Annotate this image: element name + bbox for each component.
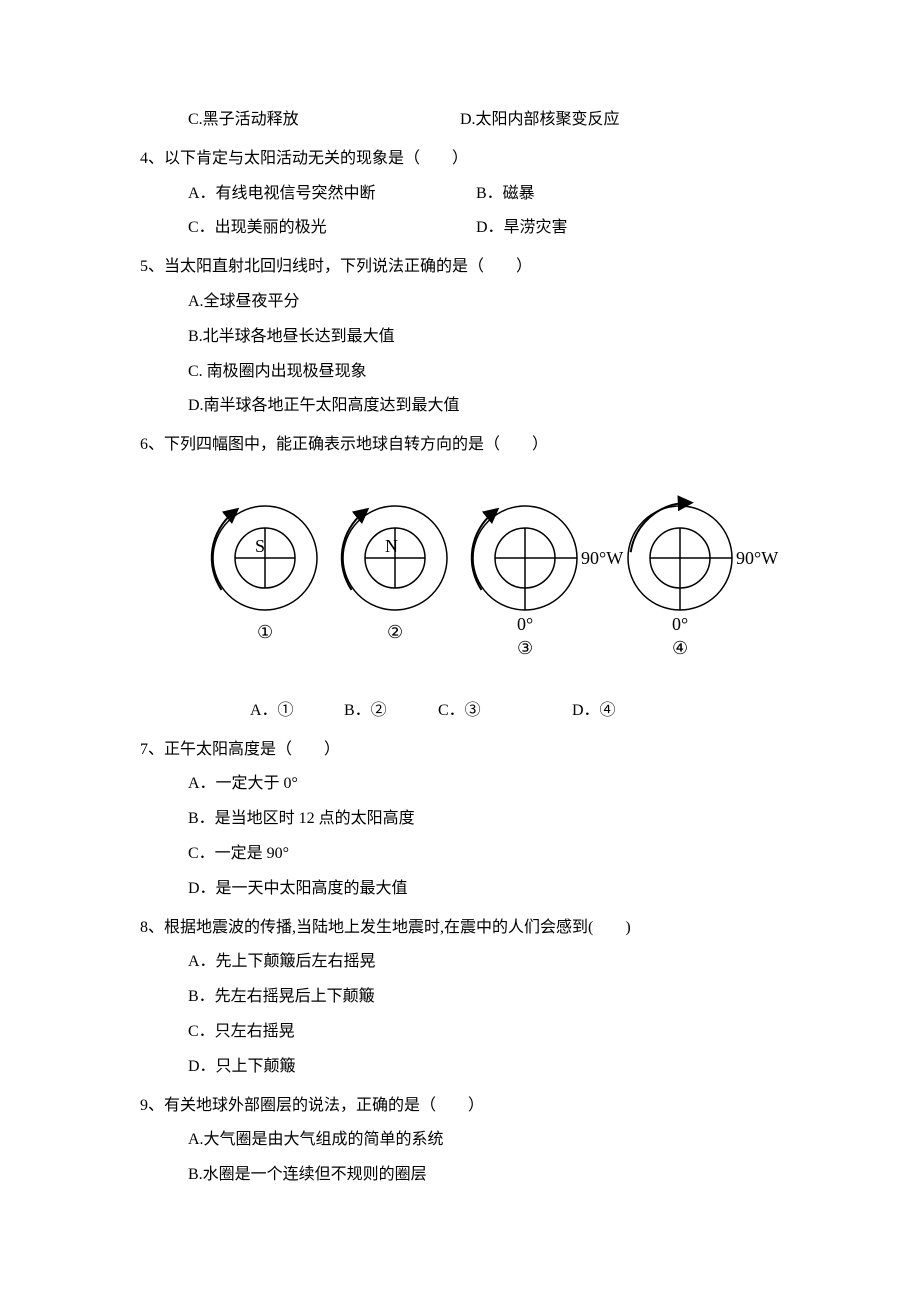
q5-optC: C. 南极圈内出现极昼现象 <box>140 358 780 387</box>
q5-optA: A.全球昼夜平分 <box>140 288 780 317</box>
q8-optD: D．只上下颠簸 <box>140 1053 780 1082</box>
q7-optC: C．一定是 90° <box>140 840 780 869</box>
svg-text:③: ③ <box>517 638 533 658</box>
q6-optA: A．① <box>250 697 340 726</box>
q6-optD: D．④ <box>572 697 616 726</box>
globes-svg: S ① N ② 90°W 0° ③ 90°W 0° ④ <box>170 480 790 680</box>
q9-optA: A.大气圈是由大气组成的简单的系统 <box>140 1126 780 1155</box>
q4-optA: A．有线电视信号突然中断 <box>188 180 424 209</box>
q6-diagram: S ① N ② 90°W 0° ③ 90°W 0° ④ <box>170 480 780 691</box>
q6-optC: C．③ <box>438 697 568 726</box>
q4-options-cd: C．出现美丽的极光 D．旱涝灾害 <box>140 214 780 243</box>
q4-optB: B．磁暴 <box>476 180 535 209</box>
q7-optB: B．是当地区时 12 点的太阳高度 <box>140 805 780 834</box>
q4-optC: C．出现美丽的极光 <box>188 214 424 243</box>
exam-page: C.黑子活动释放 D.太阳内部核聚变反应 4、以下肯定与太阳活动无关的现象是（ … <box>0 0 920 1276</box>
svg-text:④: ④ <box>672 638 688 658</box>
q9-stem: 9、有关地球外部圈层的说法，正确的是（ ） <box>140 1092 780 1121</box>
q7-optD: D．是一天中太阳高度的最大值 <box>140 875 780 904</box>
q5-optD: D.南半球各地正午太阳高度达到最大值 <box>140 392 780 421</box>
svg-text:90°W: 90°W <box>736 548 778 568</box>
q4-options-ab: A．有线电视信号突然中断 B．磁暴 <box>140 180 780 209</box>
q8-stem: 8、根据地震波的传播,当陆地上发生地震时,在震中的人们会感到( ) <box>140 914 780 943</box>
q6-options: A．① B．② C．③ D．④ <box>140 697 780 726</box>
q5-optB: B.北半球各地昼长达到最大值 <box>140 323 780 352</box>
svg-text:0°: 0° <box>517 614 533 634</box>
svg-text:90°W: 90°W <box>581 548 623 568</box>
q8-optA: A．先上下颠簸后左右摇晃 <box>140 948 780 977</box>
q4-stem: 4、以下肯定与太阳活动无关的现象是（ ） <box>140 145 780 174</box>
svg-text:N: N <box>385 536 398 556</box>
q4-optD: D．旱涝灾害 <box>476 214 568 243</box>
svg-text:②: ② <box>387 622 403 642</box>
q3-options-cd: C.黑子活动释放 D.太阳内部核聚变反应 <box>140 106 780 135</box>
q9-optB: B.水圈是一个连续但不规则的圈层 <box>140 1161 780 1190</box>
q6-stem: 6、下列四幅图中，能正确表示地球自转方向的是（ ） <box>140 431 780 460</box>
q6-optB: B．② <box>344 697 434 726</box>
q3-optD: D.太阳内部核聚变反应 <box>460 106 620 135</box>
svg-text:S: S <box>255 536 265 556</box>
q8-optC: C．只左右摇晃 <box>140 1018 780 1047</box>
q3-optC: C.黑子活动释放 <box>188 106 408 135</box>
q7-stem: 7、正午太阳高度是（ ） <box>140 736 780 765</box>
q7-optA: A．一定大于 0° <box>140 770 780 799</box>
svg-text:①: ① <box>257 622 273 642</box>
q8-optB: B．先左右摇晃后上下颠簸 <box>140 983 780 1012</box>
svg-text:0°: 0° <box>672 614 688 634</box>
q5-stem: 5、当太阳直射北回归线时，下列说法正确的是（ ） <box>140 253 780 282</box>
